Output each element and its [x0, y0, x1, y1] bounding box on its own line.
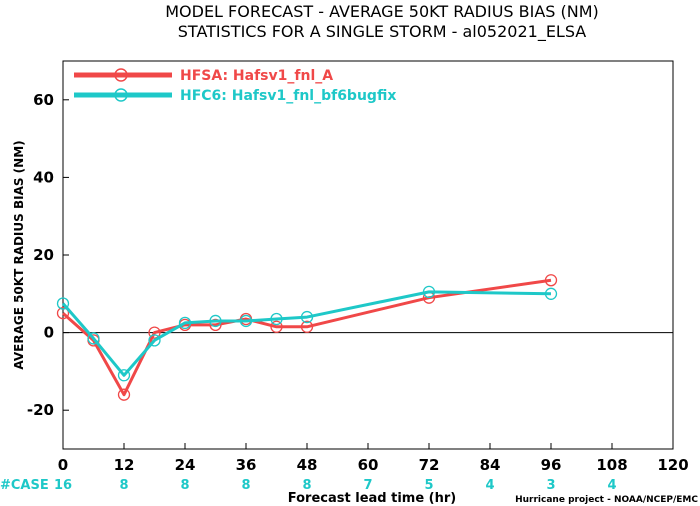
x-tick-label: 96: [541, 456, 562, 474]
legend-label: HFC6: Hafsv1_fnl_bf6bugfix: [180, 88, 396, 104]
chart-title-line1: MODEL FORECAST - AVERAGE 50KT RADIUS BIA…: [165, 2, 599, 21]
case-counts: 16 8 8 8 8 7 5 4 3 4: [54, 478, 617, 493]
series-layer: [56, 274, 558, 401]
case-count: 8: [180, 478, 189, 493]
data-point: [87, 332, 100, 345]
y-tick-label: 60: [33, 91, 54, 109]
plot-area: [62, 60, 674, 450]
data-point: [239, 314, 253, 328]
y-axis-ticks: -20 0 20 40 60: [27, 91, 69, 419]
data-point: [422, 285, 436, 299]
data-point: [148, 334, 161, 347]
legend-label: HFSA: Hafsv1_fnl_A: [180, 68, 333, 84]
case-count: 8: [119, 478, 128, 493]
case-count: 3: [546, 478, 555, 493]
case-count: 8: [302, 478, 311, 493]
data-point: [117, 369, 131, 382]
legend-swatch-marker: [114, 68, 128, 82]
x-tick-label: 60: [358, 456, 379, 474]
data-point: [270, 312, 283, 326]
chart-title-line2: STATISTICS FOR A SINGLE STORM - al052021…: [178, 22, 587, 42]
case-count: 4: [607, 478, 616, 493]
x-tick-label: 120: [657, 456, 688, 474]
case-label: #CASE: [0, 478, 49, 493]
legend: HFSA: Hafsv1_fnl_A HFC6: Hafsv1_fnl_bf6bu…: [74, 68, 396, 104]
y-axis-label: AVERAGE 50KT RADIUS BIAS (NM): [12, 140, 26, 369]
x-axis-label: Forecast lead time (hr): [288, 491, 456, 506]
x-tick-label: 84: [480, 456, 501, 474]
data-point: [544, 274, 558, 287]
x-tick-label: 24: [175, 456, 196, 474]
data-point: [117, 388, 131, 401]
data-point: [148, 326, 161, 339]
data-point: [300, 320, 314, 333]
case-count: 8: [241, 478, 250, 493]
x-tick-label: 48: [297, 456, 318, 474]
x-tick-label: 0: [58, 456, 68, 474]
data-point: [270, 320, 283, 333]
x-tick-label: 72: [419, 456, 440, 474]
data-point: [209, 318, 222, 331]
data-point: [56, 297, 70, 310]
y-tick-label: 20: [33, 246, 54, 264]
x-axis-ticks: 0 12 24 36 48 60 72 84 96 108 120: [58, 443, 689, 474]
data-point: [56, 307, 70, 320]
y-tick-label: 0: [44, 324, 54, 342]
y-tick-label: -20: [27, 401, 54, 419]
case-count: 7: [363, 478, 372, 493]
series-line-1: [61, 290, 552, 377]
data-point: [544, 287, 558, 300]
case-count: 5: [424, 478, 433, 493]
y-tick-label: 40: [33, 168, 54, 186]
x-tick-label: 12: [114, 456, 135, 474]
data-point: [178, 316, 192, 330]
x-tick-label: 36: [236, 456, 257, 474]
case-count: 4: [485, 478, 494, 493]
legend-swatch-marker: [114, 88, 128, 102]
x-tick-label: 108: [596, 456, 627, 474]
series-line-0: [62, 278, 552, 397]
data-point: [300, 310, 314, 324]
credit-text: Hurricane project - NOAA/NCEP/EMC: [515, 495, 698, 505]
data-point: [209, 314, 222, 328]
case-count: 16: [54, 478, 72, 493]
